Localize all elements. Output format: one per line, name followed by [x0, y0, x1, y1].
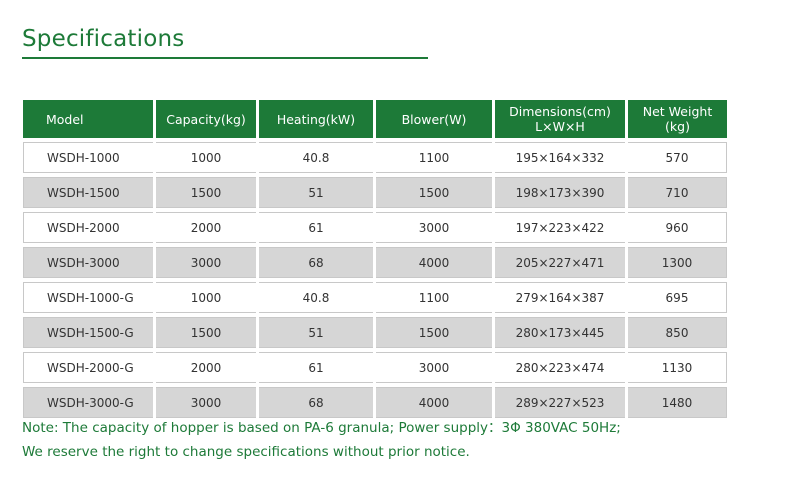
footnote: Note: The capacity of hopper is based on… [22, 416, 782, 464]
header-heating: Heating(kW) [259, 100, 373, 138]
cell-heating: 40.8 [259, 282, 373, 313]
cell-net-weight: 1130 [628, 352, 727, 383]
cell-model: WSDH-3000-G [23, 387, 153, 418]
cell-blower: 3000 [376, 212, 492, 243]
header-net-weight: Net Weight (kg) [628, 100, 727, 138]
cell-model: WSDH-3000 [23, 247, 153, 278]
cell-heating: 51 [259, 317, 373, 348]
cell-capacity: 3000 [156, 247, 256, 278]
cell-dimensions: 289×227×523 [495, 387, 625, 418]
page-title: Specifications [22, 26, 185, 52]
table-row: WSDH-2000 2000 61 3000 197×223×422 960 [23, 212, 727, 243]
cell-heating: 61 [259, 352, 373, 383]
cell-capacity: 2000 [156, 352, 256, 383]
specifications-table: Model Capacity(kg) Heating(kW) Blower(W)… [20, 96, 730, 422]
cell-net-weight: 850 [628, 317, 727, 348]
cell-heating: 68 [259, 387, 373, 418]
cell-model: WSDH-2000-G [23, 352, 153, 383]
cell-blower: 1100 [376, 142, 492, 173]
cell-capacity: 1500 [156, 317, 256, 348]
cell-net-weight: 1300 [628, 247, 727, 278]
cell-net-weight: 570 [628, 142, 727, 173]
table-header-row: Model Capacity(kg) Heating(kW) Blower(W)… [23, 100, 727, 138]
cell-model: WSDH-2000 [23, 212, 153, 243]
cell-blower: 3000 [376, 352, 492, 383]
cell-blower: 4000 [376, 247, 492, 278]
table-row: WSDH-3000 3000 68 4000 205×227×471 1300 [23, 247, 727, 278]
cell-capacity: 2000 [156, 212, 256, 243]
cell-capacity: 1000 [156, 282, 256, 313]
cell-model: WSDH-1500-G [23, 317, 153, 348]
cell-capacity: 1000 [156, 142, 256, 173]
cell-dimensions: 280×223×474 [495, 352, 625, 383]
table-row: WSDH-1000 1000 40.8 1100 195×164×332 570 [23, 142, 727, 173]
cell-dimensions: 197×223×422 [495, 212, 625, 243]
cell-net-weight: 1480 [628, 387, 727, 418]
header-dimensions: Dimensions(cm) L×W×H [495, 100, 625, 138]
cell-dimensions: 195×164×332 [495, 142, 625, 173]
cell-model: WSDH-1000 [23, 142, 153, 173]
cell-heating: 40.8 [259, 142, 373, 173]
cell-heating: 68 [259, 247, 373, 278]
cell-capacity: 3000 [156, 387, 256, 418]
table-row: WSDH-1500 1500 51 1500 198×173×390 710 [23, 177, 727, 208]
cell-blower: 1500 [376, 317, 492, 348]
cell-net-weight: 710 [628, 177, 727, 208]
table-row: WSDH-3000-G 3000 68 4000 289×227×523 148… [23, 387, 727, 418]
table-row: WSDH-1500-G 1500 51 1500 280×173×445 850 [23, 317, 727, 348]
cell-model: WSDH-1000-G [23, 282, 153, 313]
cell-model: WSDH-1500 [23, 177, 153, 208]
cell-blower: 1100 [376, 282, 492, 313]
header-model: Model [23, 100, 153, 138]
cell-net-weight: 695 [628, 282, 727, 313]
cell-dimensions: 205×227×471 [495, 247, 625, 278]
cell-capacity: 1500 [156, 177, 256, 208]
table-row: WSDH-2000-G 2000 61 3000 280×223×474 113… [23, 352, 727, 383]
cell-heating: 61 [259, 212, 373, 243]
header-blower: Blower(W) [376, 100, 492, 138]
cell-blower: 1500 [376, 177, 492, 208]
cell-net-weight: 960 [628, 212, 727, 243]
cell-dimensions: 280×173×445 [495, 317, 625, 348]
cell-dimensions: 279×164×387 [495, 282, 625, 313]
table-row: WSDH-1000-G 1000 40.8 1100 279×164×387 6… [23, 282, 727, 313]
title-underline [22, 57, 428, 59]
cell-dimensions: 198×173×390 [495, 177, 625, 208]
footnote-line-1: Note: The capacity of hopper is based on… [22, 420, 621, 436]
cell-blower: 4000 [376, 387, 492, 418]
footnote-line-2: We reserve the right to change specifica… [22, 444, 470, 460]
cell-heating: 51 [259, 177, 373, 208]
header-capacity: Capacity(kg) [156, 100, 256, 138]
